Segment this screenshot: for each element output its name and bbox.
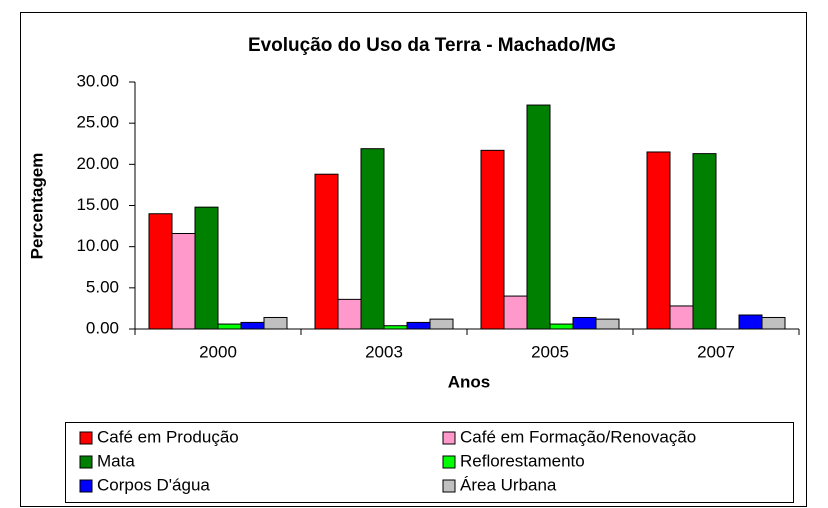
legend-swatch: [442, 455, 456, 469]
bar: [503, 295, 528, 330]
bar: [646, 151, 671, 330]
x-tick-label: 2005: [531, 342, 569, 361]
y-tick-label: 0.00: [86, 318, 119, 337]
x-tick-label: 2007: [697, 342, 735, 361]
bar: [595, 318, 620, 330]
y-tick-label: 5.00: [86, 277, 119, 296]
y-tick-label: 25.00: [76, 113, 119, 132]
bar: [738, 314, 763, 330]
bar: [669, 305, 694, 330]
bar: [337, 298, 362, 330]
bar: [429, 318, 454, 330]
legend-label: Reflorestamento: [460, 451, 585, 470]
x-axis-title: Anos: [448, 372, 491, 391]
y-tick-label: 15.00: [76, 195, 119, 214]
chart-title: Evolução do Uso da Terra - Machado/MG: [248, 35, 616, 56]
y-axis-title: Percentagem: [27, 153, 46, 260]
bar: [263, 316, 288, 330]
bar: [194, 206, 219, 330]
bar: [692, 153, 717, 330]
x-tick-label: 2003: [365, 342, 403, 361]
y-tick-label: 20.00: [76, 154, 119, 173]
bar: [526, 104, 551, 330]
bar: [572, 316, 597, 330]
legend-swatch: [442, 431, 456, 445]
bar: [171, 232, 196, 330]
legend-label: Mata: [97, 451, 135, 470]
bar: [360, 148, 385, 330]
legend-swatch: [442, 479, 456, 493]
x-tick-label: 2000: [199, 342, 237, 361]
legend-label: Área Urbana: [460, 475, 557, 494]
bar: [761, 316, 786, 330]
legend-label: Corpos D'água: [97, 475, 210, 494]
legend-swatch: [79, 431, 93, 445]
legend-box: [65, 422, 794, 503]
legend-label: Café em Formação/Renovação: [460, 427, 696, 446]
legend-label: Café em Produção: [97, 427, 239, 446]
bar: [314, 173, 339, 330]
bar: [406, 321, 431, 330]
legend-swatch: [79, 479, 93, 493]
legend-swatch: [79, 455, 93, 469]
bar: [549, 323, 574, 330]
y-tick-label: 30.00: [76, 71, 119, 90]
y-tick-label: 10.00: [76, 236, 119, 255]
bar: [148, 213, 173, 330]
bar: [240, 321, 265, 330]
bar: [480, 149, 505, 330]
bar: [217, 323, 242, 330]
